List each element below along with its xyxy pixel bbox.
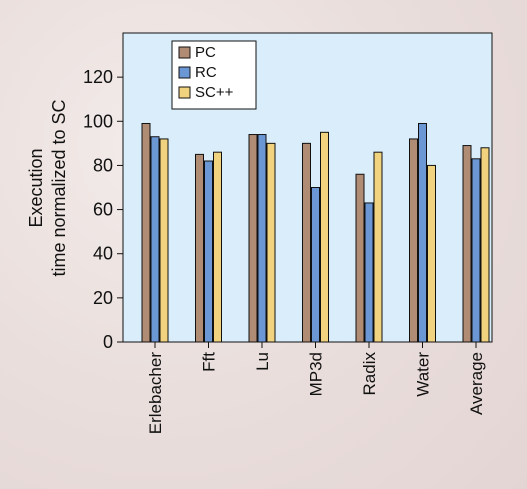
legend-items: PC RC SC++ — [178, 44, 234, 101]
bar-water-rc — [418, 122, 427, 343]
x-tick-label: Fft — [200, 352, 219, 372]
bar-average-scplusplus — [480, 147, 490, 343]
y-tick-label: 120 — [83, 67, 113, 87]
y-tick-label: 80 — [93, 155, 113, 175]
bar-mp3d-scplusplus — [320, 131, 329, 343]
bar-fft-scplusplus — [213, 151, 222, 343]
bar-water-scplusplus — [427, 164, 436, 343]
bar-erlebacher-pc — [141, 122, 151, 343]
bar-erlebacher-scplusplus — [159, 138, 169, 343]
bar-lu-rc — [257, 134, 267, 343]
y-axis: 0 20 40 60 80 100 120 — [83, 67, 123, 352]
x-tick-label: MP3d — [307, 352, 326, 396]
y-tick-label: 60 — [93, 200, 113, 220]
x-tick-label: Average — [467, 352, 486, 415]
y-tick-label: 40 — [93, 244, 113, 264]
bar-lu-pc — [248, 134, 258, 343]
x-tick-label: Lu — [253, 352, 272, 371]
x-tick-label: Erlebacher — [146, 352, 165, 435]
legend-swatch-scplusplus — [178, 86, 191, 99]
bar-mp3d-rc — [311, 187, 320, 343]
bar-mp3d-pc — [302, 142, 311, 343]
bar-water-pc — [409, 138, 418, 343]
x-axis: Erlebacher Fft Lu MP3d Radix Water Average — [146, 342, 486, 434]
legend-label-scplusplus: SC++ — [195, 84, 234, 101]
x-tick-label: Radix — [360, 352, 379, 396]
x-tick-label: Water — [414, 352, 433, 397]
legend-label-pc: PC — [195, 44, 216, 61]
bar-radix-rc — [364, 202, 374, 343]
legend: PC RC SC++ — [171, 40, 257, 110]
y-tick-label: 20 — [93, 288, 113, 308]
y-tick-label: 100 — [83, 111, 113, 131]
y-axis-label-line-2: time normalized to SC — [49, 99, 69, 276]
bar-average-rc — [471, 158, 481, 343]
y-axis-label-line-1: Execution — [26, 148, 46, 227]
y-axis-label: Execution time normalized to SC — [26, 99, 69, 276]
bar-radix-scplusplus — [373, 151, 383, 343]
bar-erlebacher-rc — [150, 136, 160, 343]
legend-swatch-rc — [178, 66, 191, 79]
bar-average-pc — [462, 145, 472, 343]
bar-radix-pc — [355, 173, 365, 343]
legend-swatch-pc — [178, 46, 191, 59]
legend-label-rc: RC — [195, 64, 217, 81]
bar-lu-scplusplus — [266, 142, 276, 343]
bar-fft-pc — [195, 153, 204, 343]
bar-fft-rc — [204, 160, 213, 343]
y-tick-label: 0 — [103, 332, 113, 352]
